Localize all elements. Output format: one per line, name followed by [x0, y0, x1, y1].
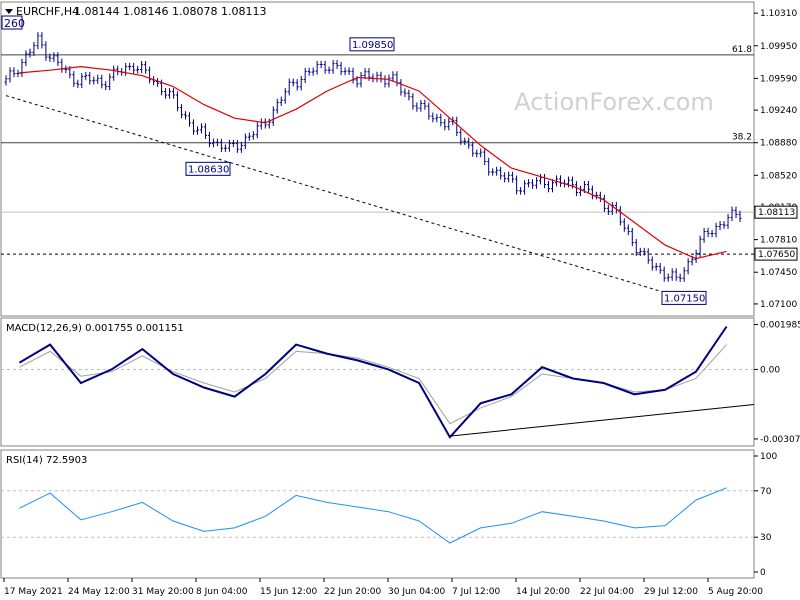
time-tick-label: 5 Aug 20:00	[708, 587, 763, 597]
price-tick-label: 1.07100	[760, 300, 797, 310]
watermark: ActionForex.com	[514, 88, 714, 116]
macd-axis-ticks: 0.001985 0.00 -0.003075	[1, 321, 800, 445]
rsi-title: RSI(14) 72.5903	[6, 455, 87, 466]
time-tick-label: 7 Jul 12:00	[452, 587, 501, 597]
rsi-tick-label: 30	[760, 533, 772, 543]
symbol-label: EURCHF,H4	[16, 5, 79, 18]
time-tick-label: 22 Jun 20:00	[324, 587, 381, 597]
time-tick-label: 17 May 2021	[4, 587, 63, 597]
macd-tick-label: -0.003075	[760, 435, 800, 445]
rsi-line	[19, 487, 727, 544]
macd-signal-line	[19, 344, 727, 425]
time-tick-label: 24 May 12:00	[68, 587, 130, 597]
price-tick-label: 1.09240	[760, 106, 797, 116]
price-level-box	[349, 37, 395, 52]
macd-line	[18, 325, 728, 439]
moving-average	[19, 65, 727, 260]
corner-tag-box	[1, 15, 23, 30]
axis-price-tag-box	[754, 205, 798, 219]
rsi-series	[19, 487, 727, 544]
price-tick-label: 1.08520	[760, 171, 797, 181]
fib-61.8-label: 61.8	[732, 45, 752, 55]
trendline-dashed	[5, 95, 683, 299]
rsi-tick-label: 100	[760, 452, 777, 462]
rsi-tick-label: 70	[760, 487, 772, 497]
price-tick-label: 1.09590	[760, 74, 797, 84]
time-tick-label: 29 Jul 12:00	[644, 587, 698, 597]
macd-series	[18, 325, 755, 439]
ma-line	[19, 65, 727, 260]
axis-price-tag-box	[754, 247, 798, 261]
price-level-label: 1.07150	[664, 293, 705, 304]
rsi-axis-ticks: 100 70 30 0	[1, 452, 777, 578]
time-tick-label: 30 Jun 04:00	[388, 587, 445, 597]
rsi-tick-label: 0	[760, 568, 766, 578]
price-panel-frame	[0, 1, 755, 317]
price-tick-label: 1.07450	[760, 268, 797, 278]
time-tick-label: 15 Jun 12:00	[260, 587, 317, 597]
symbol-dropdown-icon[interactable]	[5, 9, 13, 14]
ohlc-bars	[4, 32, 742, 282]
corner-tag: 260	[4, 17, 25, 30]
price-tick-label: 1.08880	[760, 139, 797, 149]
time-tick-label: 31 May 20:00	[132, 587, 194, 597]
price-tick-label: 1.07810	[760, 236, 797, 246]
price-level-label: 1.09850	[352, 40, 393, 51]
fib-38.2-label: 38.2	[732, 133, 752, 143]
time-tick-label: 14 Jul 20:00	[516, 587, 570, 597]
macd-trendline	[449, 403, 755, 437]
symbol-header: EURCHF,H4 1.08144 1.08146 1.08078 1.0811…	[5, 5, 266, 18]
macd-panel-frame	[0, 317, 755, 447]
time-tick-label: 8 Jun 04:00	[196, 587, 248, 597]
price-level-box	[185, 161, 231, 176]
axis-price-tag: 1.07650	[758, 250, 795, 260]
price-axis-ticks: 1.10310 1.09950 1.09590 1.09240 1.08880 1.085…	[754, 9, 797, 310]
price-tick-label: 1.10310	[760, 9, 797, 19]
macd-title: MACD(12,26,9) 0.001755 0.001151	[6, 323, 184, 334]
price-level-label: 1.08630	[188, 164, 229, 175]
time-axis: 17 May 2021 24 May 12:00 31 May 20:00 8 Jun…	[3, 578, 763, 597]
macd-tick-label: 0.001985	[760, 321, 800, 331]
axis-price-tag: 1.08113	[758, 208, 795, 218]
price-tick-label: 1.09950	[760, 42, 797, 52]
time-tick-label: 22 Jul 04:00	[580, 587, 634, 597]
price-level-labels: 1.09850 1.08630 1.07150 1.08113 1.07650	[185, 37, 798, 305]
price-levels: 61.8 38.2	[1, 45, 754, 299]
rsi-panel-frame	[0, 449, 755, 579]
ohlc-readout: 1.08144 1.08146 1.08078 1.08113	[74, 5, 266, 18]
price-level-box	[661, 290, 707, 305]
macd-tick-label: 0.00	[760, 365, 780, 375]
